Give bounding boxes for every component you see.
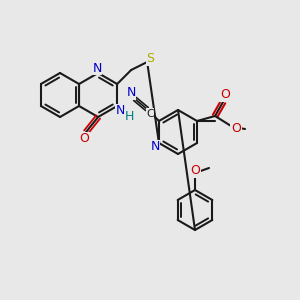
Text: O: O <box>79 133 89 146</box>
Text: N: N <box>116 104 125 118</box>
Text: N: N <box>150 140 160 154</box>
Text: H: H <box>124 110 134 122</box>
Text: S: S <box>146 52 154 65</box>
Text: O: O <box>190 164 200 178</box>
Text: N: N <box>92 61 102 74</box>
Text: C: C <box>146 109 154 119</box>
Text: N: N <box>126 86 136 100</box>
Text: O: O <box>220 88 230 101</box>
Text: O: O <box>231 122 241 134</box>
